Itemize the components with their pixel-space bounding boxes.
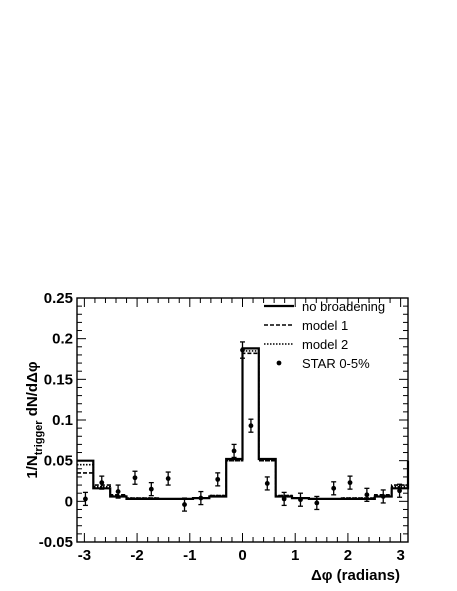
- x-tick-label: -3: [78, 547, 91, 564]
- data-marker: [99, 480, 105, 486]
- data-marker: [198, 495, 204, 501]
- data-point: [380, 489, 386, 504]
- y-axis-title-subscript: trigger: [33, 420, 45, 456]
- data-point: [240, 341, 245, 359]
- data-point: [215, 472, 221, 487]
- data-point: [314, 495, 320, 511]
- x-tick-label: 0: [238, 547, 246, 564]
- legend-label: no broadening: [302, 299, 385, 314]
- y-tick-label: 0.05: [44, 453, 73, 470]
- data-marker: [281, 496, 287, 502]
- series-model-2: [77, 350, 409, 500]
- data-marker: [298, 497, 303, 503]
- data-marker: [248, 423, 254, 429]
- legend-marker: [276, 360, 282, 366]
- data-marker: [364, 492, 370, 498]
- y-tick-label: 0.15: [44, 371, 73, 388]
- data-marker: [314, 500, 320, 506]
- y-axis-title: 1/Ntrigger dN/dΔφ: [24, 361, 45, 478]
- x-tick-label: 3: [396, 547, 404, 564]
- data-point: [297, 492, 303, 507]
- data-point: [165, 471, 171, 486]
- data-marker: [240, 347, 245, 353]
- legend: no broadening model 1 model 2 STAR 0-5%: [264, 299, 385, 371]
- data-point: [99, 475, 105, 490]
- data-points-layer: [82, 341, 403, 512]
- x-tick-label: 2: [344, 547, 352, 564]
- x-tick-label: -2: [130, 547, 143, 564]
- y-axis-title-rest: dN/dΔφ: [24, 361, 41, 420]
- legend-label: model 1: [302, 318, 348, 333]
- y-axis-title-main: 1/N: [24, 455, 41, 478]
- data-point: [231, 443, 237, 459]
- data-marker: [380, 494, 386, 499]
- data-point: [364, 487, 370, 502]
- legend-label: STAR 0-5%: [302, 356, 370, 371]
- data-point: [115, 484, 121, 499]
- data-point: [198, 490, 204, 506]
- data-point: [281, 491, 287, 507]
- data-marker: [132, 475, 138, 481]
- data-marker: [83, 496, 88, 502]
- data-point: [264, 476, 270, 491]
- data-point: [148, 481, 154, 497]
- data-point: [82, 491, 88, 507]
- x-tick-label: 1: [291, 547, 299, 564]
- data-marker: [182, 502, 187, 507]
- data-point: [132, 470, 138, 485]
- data-point: [397, 483, 403, 498]
- data-marker: [148, 486, 154, 492]
- y-tick-label: 0.1: [52, 412, 73, 429]
- y-tick-label: 0.2: [52, 331, 73, 348]
- y-tick-label: 0.25: [44, 290, 73, 307]
- data-marker: [115, 489, 121, 494]
- data-point: [182, 497, 188, 512]
- axes-layer: -3 -2 -1 0 1 2 3 -0.05 0 0.05 0.1 0.15 0.2 0.25: [39, 290, 409, 564]
- data-marker: [264, 481, 270, 486]
- data-marker: [331, 485, 337, 491]
- data-marker: [347, 480, 353, 486]
- data-point: [347, 475, 353, 490]
- data-point: [248, 418, 254, 433]
- data-marker: [397, 488, 402, 494]
- data-marker: [165, 476, 171, 481]
- y-tick-label: -0.05: [39, 534, 73, 551]
- data-marker: [231, 448, 237, 454]
- data-point: [331, 481, 337, 496]
- data-marker: [215, 476, 221, 482]
- legend-label: model 2: [302, 337, 348, 352]
- x-tick-label: -1: [183, 547, 196, 564]
- x-axis-title: Δφ (radians): [311, 567, 400, 584]
- y-tick-label: 0: [65, 493, 73, 510]
